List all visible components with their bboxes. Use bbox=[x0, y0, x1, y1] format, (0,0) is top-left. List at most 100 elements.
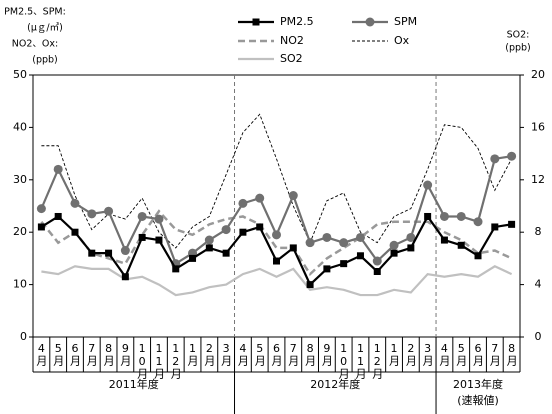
legend-label: Ox bbox=[394, 34, 410, 47]
point-marker bbox=[256, 223, 264, 231]
y-tick-label: 50 bbox=[13, 68, 27, 81]
point-marker bbox=[189, 254, 197, 262]
y2-tick-label: 0 bbox=[535, 330, 542, 343]
point-marker bbox=[36, 204, 46, 214]
legend-label: SO2 bbox=[280, 52, 303, 65]
y2-axis-label: (ppb) bbox=[505, 43, 531, 54]
point-marker bbox=[88, 249, 96, 257]
point-marker bbox=[222, 249, 230, 257]
legend-marker bbox=[365, 17, 375, 27]
point-marker bbox=[340, 260, 348, 268]
series-line bbox=[41, 265, 513, 297]
point-marker bbox=[491, 223, 499, 231]
point-marker bbox=[104, 206, 114, 216]
legend-label: NO2 bbox=[280, 34, 304, 47]
point-marker bbox=[239, 228, 247, 236]
point-marker bbox=[154, 214, 164, 224]
point-marker bbox=[390, 249, 398, 257]
point-marker bbox=[490, 154, 500, 164]
x-tick-label: 1月 bbox=[388, 342, 401, 366]
point-marker bbox=[305, 238, 315, 248]
x-tick-label: 12月 bbox=[169, 342, 182, 379]
legend-label: SPM bbox=[394, 15, 417, 28]
x-tick-label: 7月 bbox=[85, 342, 98, 366]
x-tick-label: 11月 bbox=[354, 342, 367, 379]
x-tick-label: 7月 bbox=[488, 342, 501, 366]
point-marker bbox=[356, 252, 364, 260]
point-marker bbox=[155, 236, 163, 244]
y2-tick-label: 12 bbox=[531, 173, 545, 186]
point-marker bbox=[255, 193, 265, 203]
point-marker bbox=[323, 265, 331, 273]
point-marker bbox=[306, 281, 314, 289]
point-marker bbox=[508, 220, 516, 228]
point-marker bbox=[221, 225, 231, 235]
point-marker bbox=[507, 151, 517, 161]
x-tick-label: 9月 bbox=[119, 342, 132, 366]
x-tick-label: 2月 bbox=[203, 342, 216, 366]
point-marker bbox=[474, 252, 482, 260]
x-tick-label: 6月 bbox=[270, 342, 283, 366]
point-marker bbox=[238, 198, 248, 208]
point-marker bbox=[138, 233, 146, 241]
legend-label: PM2.5 bbox=[280, 15, 314, 28]
y-axis-label: (ppb) bbox=[32, 55, 58, 66]
point-marker bbox=[407, 244, 415, 252]
x-tick-label: 3月 bbox=[421, 342, 434, 366]
point-marker bbox=[456, 211, 466, 221]
y2-tick-label: 20 bbox=[531, 68, 545, 81]
point-marker bbox=[121, 273, 129, 281]
point-marker bbox=[205, 244, 213, 252]
x-tick-label: 5月 bbox=[253, 342, 266, 366]
point-marker bbox=[457, 241, 465, 249]
x-tick-label: 8月 bbox=[505, 342, 518, 366]
point-marker bbox=[473, 217, 483, 227]
y2-tick-label: 8 bbox=[535, 225, 542, 238]
series-line bbox=[41, 113, 513, 249]
point-marker bbox=[272, 230, 281, 240]
point-marker bbox=[372, 256, 382, 266]
x-tick-label: 4月 bbox=[438, 342, 451, 366]
point-marker bbox=[54, 212, 62, 220]
x-tick-label: 4月 bbox=[35, 342, 48, 366]
y-axis-label: (μｇ/㎥) bbox=[27, 22, 63, 34]
point-marker bbox=[289, 244, 297, 252]
group-label: 2011年度 bbox=[109, 377, 159, 391]
x-tick-label: 5月 bbox=[455, 342, 468, 366]
point-marker bbox=[373, 268, 381, 275]
legend-marker bbox=[252, 18, 260, 26]
point-marker bbox=[71, 228, 79, 236]
point-marker bbox=[406, 232, 416, 242]
x-tick-label: 3月 bbox=[220, 342, 233, 366]
x-tick-label: 12月 bbox=[371, 342, 384, 379]
point-marker bbox=[120, 246, 130, 256]
x-tick-label: 9月 bbox=[320, 342, 333, 366]
point-marker bbox=[53, 164, 63, 174]
point-marker bbox=[424, 212, 432, 220]
point-marker bbox=[172, 265, 180, 273]
point-marker bbox=[322, 232, 332, 242]
x-tick-label: 6月 bbox=[68, 342, 81, 366]
x-tick-label: 8月 bbox=[102, 342, 115, 366]
y-axis-label: PM2.5、SPM: bbox=[4, 7, 66, 18]
group-label: (速報値) bbox=[457, 394, 499, 407]
point-marker bbox=[339, 238, 349, 248]
x-tick-label: 2月 bbox=[404, 342, 417, 366]
x-tick-label: 10月 bbox=[136, 342, 149, 379]
y2-tick-label: 16 bbox=[531, 120, 545, 133]
point-marker bbox=[70, 198, 80, 208]
x-tick-label: 7月 bbox=[287, 342, 300, 366]
y2-axis-label: SO2: bbox=[507, 30, 530, 41]
y-tick-label: 10 bbox=[13, 278, 27, 291]
y-axis-label: NO2、Ox: bbox=[12, 39, 58, 50]
point-marker bbox=[273, 257, 280, 265]
x-tick-label: 8月 bbox=[304, 342, 317, 366]
plot-frame bbox=[32, 74, 521, 338]
point-marker bbox=[204, 235, 214, 245]
group-label: 2013年度 bbox=[453, 377, 503, 391]
point-marker bbox=[37, 223, 45, 231]
point-marker bbox=[389, 240, 399, 250]
x-tick-label: 5月 bbox=[52, 342, 65, 366]
point-marker bbox=[355, 232, 365, 242]
